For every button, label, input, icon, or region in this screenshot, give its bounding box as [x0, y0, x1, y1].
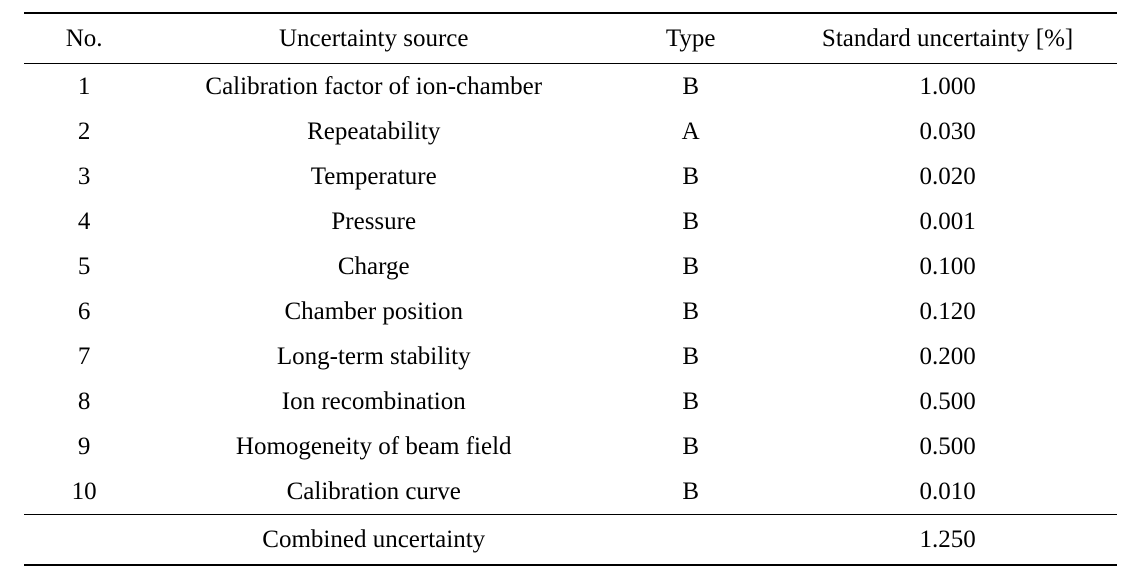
col-header-type: Type [603, 13, 778, 64]
cell-std: 1.000 [778, 64, 1117, 110]
cell-source: Homogeneity of beam field [144, 424, 603, 469]
table-row: 9 Homogeneity of beam field B 0.500 [24, 424, 1117, 469]
cell-source: Calibration factor of ion-chamber [144, 64, 603, 110]
cell-no: 10 [24, 469, 144, 515]
uncertainty-table: No. Uncertainty source Type Standard unc… [24, 12, 1117, 566]
cell-std: 0.020 [778, 154, 1117, 199]
cell-no: 1 [24, 64, 144, 110]
cell-std: 0.200 [778, 334, 1117, 379]
table-row: 2 Repeatability A 0.030 [24, 109, 1117, 154]
col-header-source: Uncertainty source [144, 13, 603, 64]
cell-source: Long-term stability [144, 334, 603, 379]
cell-type: B [603, 424, 778, 469]
footer-empty-no [24, 515, 144, 566]
cell-source: Repeatability [144, 109, 603, 154]
cell-source: Calibration curve [144, 469, 603, 515]
cell-type: B [603, 334, 778, 379]
cell-std: 0.120 [778, 289, 1117, 334]
table-row: 7 Long-term stability B 0.200 [24, 334, 1117, 379]
footer-value: 1.250 [778, 515, 1117, 566]
cell-type: B [603, 64, 778, 110]
cell-source: Charge [144, 244, 603, 289]
cell-no: 7 [24, 334, 144, 379]
table-row: 1 Calibration factor of ion-chamber B 1.… [24, 64, 1117, 110]
table-row: 6 Chamber position B 0.120 [24, 289, 1117, 334]
cell-no: 3 [24, 154, 144, 199]
cell-source: Chamber position [144, 289, 603, 334]
cell-no: 2 [24, 109, 144, 154]
footer-empty-type [603, 515, 778, 566]
cell-std: 0.100 [778, 244, 1117, 289]
table-header-row: No. Uncertainty source Type Standard unc… [24, 13, 1117, 64]
cell-type: B [603, 154, 778, 199]
cell-no: 6 [24, 289, 144, 334]
col-header-std: Standard uncertainty [%] [778, 13, 1117, 64]
table-footer-row: Combined uncertainty 1.250 [24, 515, 1117, 566]
table-row: 4 Pressure B 0.001 [24, 199, 1117, 244]
col-header-no: No. [24, 13, 144, 64]
cell-type: A [603, 109, 778, 154]
cell-no: 9 [24, 424, 144, 469]
cell-source: Ion recombination [144, 379, 603, 424]
table-row: 10 Calibration curve B 0.010 [24, 469, 1117, 515]
cell-type: B [603, 379, 778, 424]
table-row: 8 Ion recombination B 0.500 [24, 379, 1117, 424]
cell-std: 0.500 [778, 379, 1117, 424]
footer-label: Combined uncertainty [144, 515, 603, 566]
cell-type: B [603, 244, 778, 289]
cell-std: 0.030 [778, 109, 1117, 154]
cell-no: 5 [24, 244, 144, 289]
cell-type: B [603, 289, 778, 334]
cell-no: 4 [24, 199, 144, 244]
cell-type: B [603, 199, 778, 244]
table-row: 3 Temperature B 0.020 [24, 154, 1117, 199]
cell-std: 0.500 [778, 424, 1117, 469]
table-row: 5 Charge B 0.100 [24, 244, 1117, 289]
cell-source: Pressure [144, 199, 603, 244]
cell-std: 0.001 [778, 199, 1117, 244]
cell-no: 8 [24, 379, 144, 424]
cell-type: B [603, 469, 778, 515]
cell-std: 0.010 [778, 469, 1117, 515]
cell-source: Temperature [144, 154, 603, 199]
